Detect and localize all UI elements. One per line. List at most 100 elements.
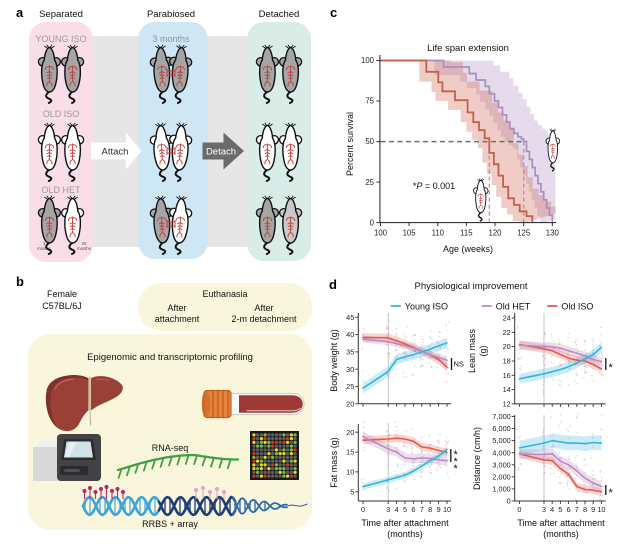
svg-text:RRBS + array: RRBS + array [142, 519, 198, 529]
svg-text:25: 25 [346, 382, 354, 391]
svg-text:0: 0 [361, 505, 365, 514]
svg-text:7: 7 [575, 505, 579, 514]
svg-text:Female: Female [47, 289, 77, 299]
svg-text:16: 16 [503, 371, 511, 380]
svg-text:*: * [609, 487, 614, 499]
svg-text:6: 6 [567, 505, 571, 514]
svg-text:(g): (g) [478, 345, 488, 356]
svg-text:7: 7 [420, 505, 424, 514]
svg-text:C57BL/6J: C57BL/6J [42, 301, 82, 311]
svg-text:Distance (cm/h): Distance (cm/h) [472, 427, 482, 490]
svg-text:After: After [167, 303, 186, 313]
svg-text:9: 9 [591, 505, 595, 514]
svg-text:12: 12 [503, 400, 511, 409]
svg-text:months: months [37, 246, 51, 251]
svg-text:OLD HET: OLD HET [41, 185, 81, 195]
svg-text:125: 125 [517, 229, 531, 238]
svg-text:*: * [609, 362, 614, 374]
svg-text:Attach: Attach [102, 147, 129, 158]
svg-text:Age (weeks): Age (weeks) [443, 244, 493, 254]
svg-text:10: 10 [443, 505, 451, 514]
svg-text:3: 3 [386, 505, 390, 514]
svg-text:NS: NS [454, 360, 464, 369]
svg-text:7,000: 7,000 [492, 412, 510, 421]
svg-text:Epigenomic and transcriptomic: Epigenomic and transcriptomic profiling [87, 352, 253, 363]
svg-text:20: 20 [346, 428, 354, 437]
svg-text:15: 15 [346, 448, 354, 457]
svg-text:10: 10 [346, 468, 354, 477]
svg-text:(months): (months) [543, 529, 579, 539]
svg-text:0: 0 [370, 218, 375, 227]
svg-text:Detach: Detach [206, 147, 236, 158]
svg-text:9: 9 [437, 505, 441, 514]
svg-text:25: 25 [365, 178, 374, 187]
svg-text:1,000: 1,000 [492, 485, 510, 494]
svg-text:*: * [454, 456, 459, 468]
svg-text:3 months: 3 months [152, 34, 190, 44]
svg-text:8: 8 [428, 505, 432, 514]
svg-text:0: 0 [517, 505, 521, 514]
svg-text:115: 115 [460, 229, 473, 238]
svg-text:(months): (months) [387, 529, 423, 539]
svg-text:3: 3 [43, 241, 46, 246]
svg-text:Separated: Separated [39, 9, 83, 20]
svg-text:Young ISO: Young ISO [405, 302, 448, 312]
svg-text:2,000: 2,000 [492, 473, 510, 482]
svg-text:5: 5 [403, 505, 407, 514]
svg-text:*P = 0.001: *P = 0.001 [413, 181, 455, 191]
svg-text:c: c [330, 5, 337, 20]
svg-text:5: 5 [558, 505, 562, 514]
svg-text:*: * [454, 463, 459, 475]
svg-text:75: 75 [365, 97, 374, 106]
svg-text:100: 100 [361, 56, 375, 65]
svg-text:35: 35 [346, 348, 354, 357]
svg-text:Body weight (g): Body weight (g) [329, 329, 339, 392]
svg-text:10: 10 [597, 505, 605, 514]
svg-text:Parabiosed: Parabiosed [147, 9, 195, 20]
svg-text:20: 20 [82, 241, 87, 246]
svg-text:4: 4 [395, 505, 399, 514]
svg-text:20: 20 [503, 342, 511, 351]
svg-text:months: months [77, 246, 91, 251]
svg-text:Old ISO: Old ISO [561, 302, 593, 312]
svg-text:2-m detachment: 2-m detachment [231, 314, 297, 324]
svg-text:3,000: 3,000 [492, 460, 510, 469]
svg-text:24: 24 [503, 314, 511, 323]
svg-text:4: 4 [550, 505, 554, 514]
svg-text:4,000: 4,000 [492, 448, 510, 457]
svg-text:Physiological improvement: Physiological improvement [415, 281, 528, 292]
svg-text:Time after attachment: Time after attachment [517, 518, 605, 528]
svg-text:Lean mass: Lean mass [467, 328, 477, 373]
svg-text:d: d [329, 277, 337, 292]
svg-text:6: 6 [411, 505, 415, 514]
svg-text:0: 0 [507, 497, 511, 506]
svg-text:Old HET: Old HET [496, 302, 531, 312]
svg-text:110: 110 [432, 229, 445, 238]
svg-text:Time after attachment: Time after attachment [361, 518, 449, 528]
svg-text:18: 18 [503, 357, 511, 366]
svg-text:Euthanasia: Euthanasia [202, 289, 247, 299]
svg-text:40: 40 [346, 330, 354, 339]
svg-text:30: 30 [346, 365, 354, 374]
svg-text:b: b [16, 274, 24, 289]
svg-text:50: 50 [365, 137, 374, 146]
svg-text:OLD ISO: OLD ISO [43, 109, 80, 119]
svg-text:130: 130 [546, 229, 560, 238]
svg-text:8: 8 [583, 505, 587, 514]
svg-text:Percent survival: Percent survival [345, 112, 355, 176]
svg-text:Detached: Detached [259, 9, 300, 20]
svg-text:120: 120 [488, 229, 502, 238]
svg-text:6,000: 6,000 [492, 424, 510, 433]
svg-text:105: 105 [403, 229, 417, 238]
svg-text:RNA-seq: RNA-seq [152, 443, 189, 453]
svg-text:3: 3 [542, 505, 546, 514]
svg-text:14: 14 [503, 385, 511, 394]
svg-text:5: 5 [350, 487, 354, 496]
svg-text:YOUNG ISO: YOUNG ISO [35, 34, 86, 44]
svg-text:attachment: attachment [155, 314, 200, 324]
svg-text:100: 100 [374, 229, 388, 238]
svg-text:*: * [454, 449, 459, 461]
svg-text:22: 22 [503, 328, 511, 337]
svg-text:After: After [254, 303, 273, 313]
svg-text:20: 20 [346, 399, 354, 408]
